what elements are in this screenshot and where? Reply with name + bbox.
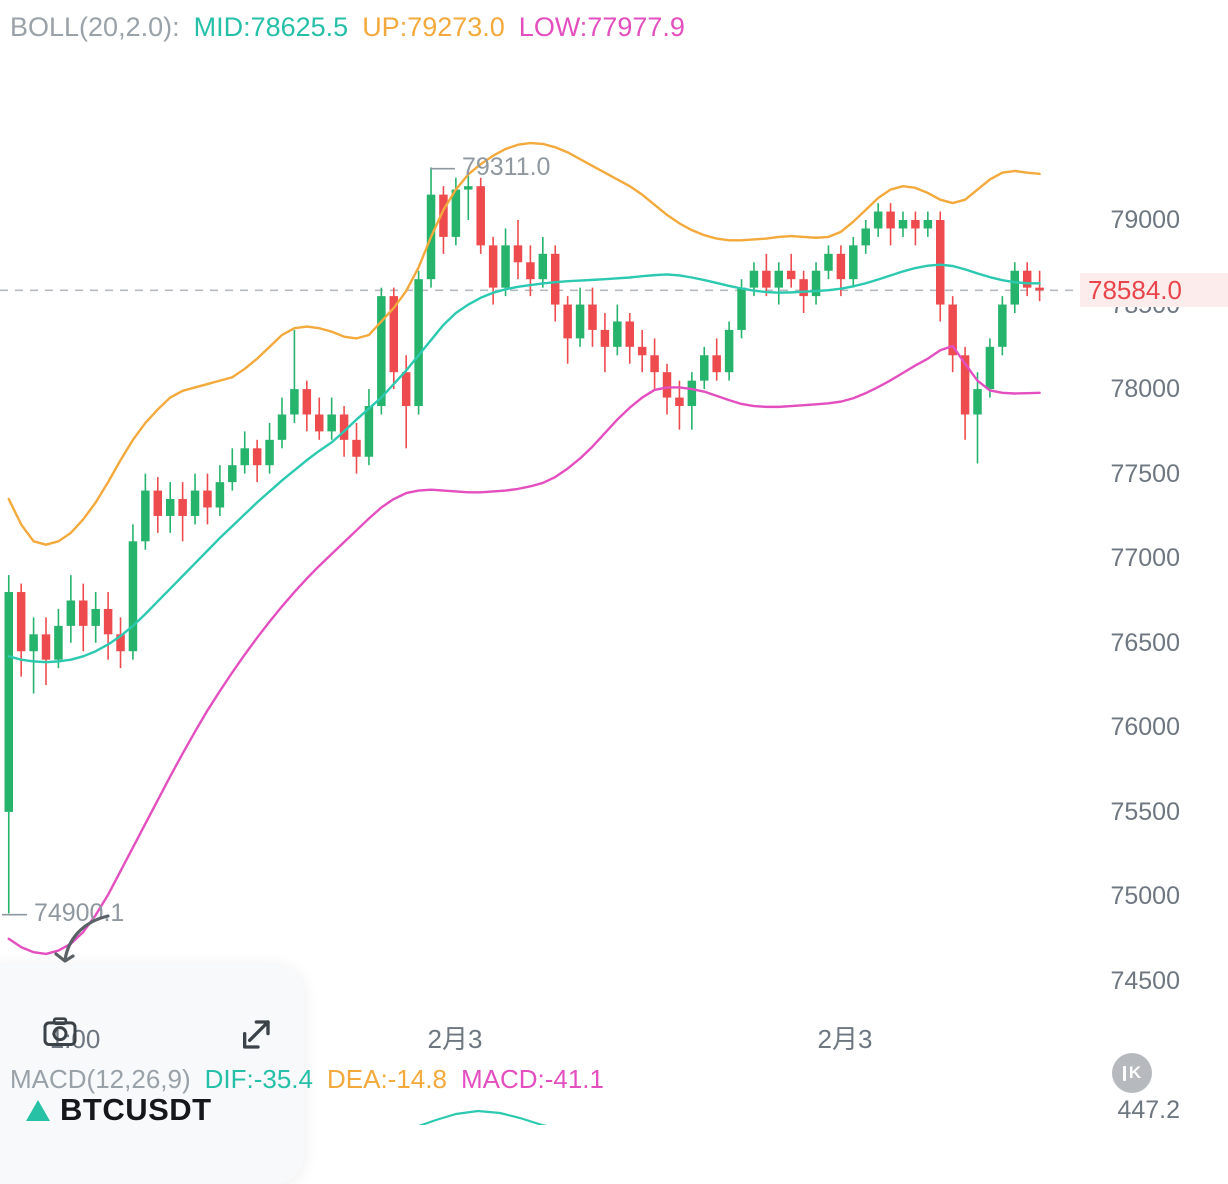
current-price-tag: 78584.0 bbox=[1080, 273, 1228, 308]
price-axis-label: 77000 bbox=[1110, 544, 1180, 573]
price-axis-label: 77500 bbox=[1110, 459, 1180, 488]
price-axis-label: 76500 bbox=[1110, 628, 1180, 657]
boll-low-value: LOW:77977.9 bbox=[518, 12, 685, 42]
candles-series bbox=[4, 167, 1044, 914]
brand-triangle-icon bbox=[26, 1099, 50, 1121]
high-price-annotation: — 79311.0 bbox=[430, 153, 551, 182]
macd-preview-line bbox=[418, 1109, 548, 1125]
candlestick-chart[interactable] bbox=[0, 0, 1228, 1125]
boll-lower-line bbox=[7, 344, 1041, 956]
boll-upper-line bbox=[7, 141, 1041, 546]
macd-dif-value: DIF:-35.4 bbox=[204, 1064, 313, 1094]
boll-params-label: BOLL(20,2.0): bbox=[10, 12, 180, 42]
macd-dea-value: DEA:-14.8 bbox=[327, 1064, 447, 1094]
symbol-name: BTCUSDT bbox=[60, 1092, 212, 1127]
time-axis-label: 2月3 bbox=[427, 1024, 483, 1054]
price-axis-label: 79000 bbox=[1110, 206, 1180, 234]
boll-indicator-bar: BOLL(20,2.0): MID:78625.5 UP:79273.0 LOW… bbox=[10, 12, 685, 43]
low-price-annotation: — 74900.1 bbox=[2, 899, 125, 928]
price-axis-label: 75500 bbox=[1110, 797, 1180, 826]
share-button[interactable] bbox=[238, 1012, 278, 1052]
kline-letter: K bbox=[1128, 1063, 1142, 1082]
price-axis-label: 78000 bbox=[1110, 375, 1180, 404]
screenshot-button[interactable] bbox=[40, 1012, 80, 1052]
boll-mid-value: MID:78625.5 bbox=[193, 12, 349, 42]
macd-macd-value: MACD:-41.1 bbox=[460, 1064, 604, 1094]
kline-bar-icon bbox=[1122, 1065, 1126, 1081]
camera-icon bbox=[43, 1017, 77, 1046]
share-arrow-icon bbox=[243, 1020, 270, 1049]
price-axis-label: 76000 bbox=[1110, 713, 1180, 742]
macd-indicator-bar: MACD(12,26,9) DIF:-35.4 DEA:-14.8 MACD:-… bbox=[10, 1064, 604, 1095]
kline-toggle-button[interactable]: K bbox=[1112, 1053, 1152, 1093]
macd-params-label: MACD(12,26,9) bbox=[10, 1064, 191, 1094]
price-axis-label: 75000 bbox=[1110, 882, 1180, 911]
price-axis-label: 74500 bbox=[1110, 966, 1180, 995]
macd-axis-label: 447.2 bbox=[1117, 1096, 1180, 1124]
boll-up-value: UP:79273.0 bbox=[362, 12, 505, 42]
swipe-hint-arrow-icon bbox=[54, 914, 110, 963]
boll-mid-line bbox=[7, 263, 1041, 664]
symbol-row[interactable]: BTCUSDT bbox=[26, 1092, 212, 1128]
time-axis-label: 2月3 bbox=[817, 1024, 873, 1054]
